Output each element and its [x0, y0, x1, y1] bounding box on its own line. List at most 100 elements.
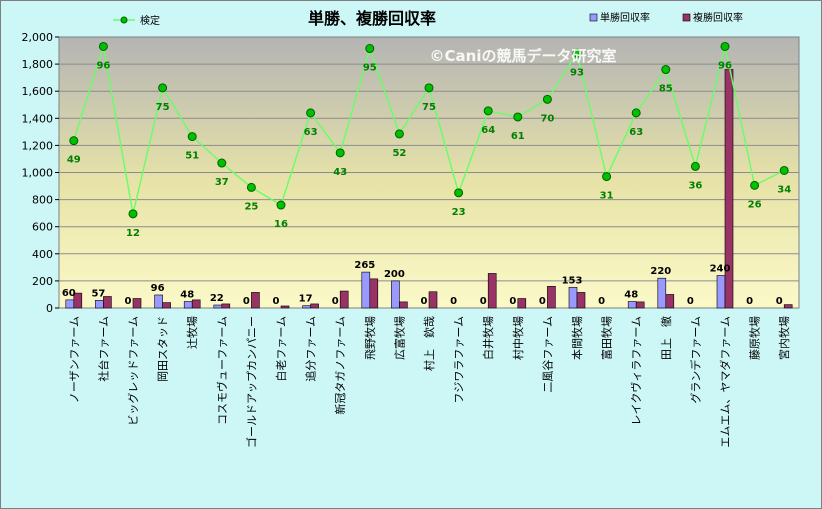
- bar-fukusho: [665, 294, 675, 309]
- bar-tansho: [213, 304, 223, 309]
- bar-fukusho: [517, 298, 527, 309]
- line-data-label: 70: [540, 113, 554, 124]
- line-data-label: 36: [688, 180, 702, 191]
- line-point: [306, 108, 316, 118]
- bar-fukusho: [280, 305, 290, 309]
- line-point: [513, 112, 523, 122]
- x-category-label: エムエム、ヤマダファーム: [718, 316, 732, 448]
- line-data-label: 37: [215, 177, 229, 188]
- line-data-label: 75: [156, 102, 170, 113]
- x-category-label: 田上 徹: [659, 316, 673, 360]
- y-tick-label: 1,200: [22, 139, 54, 152]
- x-category-label: 社台ファーム: [96, 316, 110, 382]
- bar-tansho: [568, 286, 578, 309]
- x-category-label: 村中牧場: [511, 316, 525, 360]
- bar-fukusho: [339, 290, 349, 309]
- line-point: [246, 182, 256, 192]
- x-category-label: 二風谷ファーム: [541, 316, 554, 393]
- x-category-label: 藤原牧場: [748, 316, 762, 360]
- x-category-label: 富田牧場: [600, 316, 614, 360]
- line-data-label: 49: [67, 155, 81, 166]
- line-point: [631, 108, 641, 118]
- bar-data-label: 0: [273, 296, 280, 307]
- bar-tansho: [154, 294, 163, 309]
- line-point: [365, 44, 375, 54]
- line-data-label: 51: [185, 151, 199, 162]
- bar-data-label: 0: [687, 296, 694, 307]
- legend-label-fukusho: 複勝回収率: [693, 11, 743, 24]
- bar-tansho: [361, 271, 371, 309]
- bar-data-label: 57: [91, 288, 105, 299]
- bar-data-label: 0: [480, 296, 487, 307]
- bar-fukusho: [191, 299, 201, 309]
- bar-data-label: 220: [650, 266, 671, 277]
- bar-fukusho: [399, 301, 408, 309]
- line-point: [98, 41, 108, 51]
- bar-data-label: 0: [598, 296, 605, 307]
- bar-tansho: [302, 305, 311, 309]
- x-category-label: 岡田スタッド: [157, 316, 170, 382]
- y-tick-label: 800: [32, 194, 53, 207]
- bar-data-label: 200: [384, 269, 405, 280]
- line-data-label: 23: [452, 207, 466, 218]
- bar-data-label: 0: [776, 296, 783, 307]
- line-point: [335, 148, 345, 158]
- legend-label-tansho: 単勝回収率: [600, 11, 650, 24]
- bar-fukusho: [724, 69, 734, 309]
- x-category-label: 新冠タガノファーム: [333, 316, 347, 415]
- y-tick-label: 1,400: [22, 112, 54, 125]
- y-tick-label: 1,600: [22, 85, 54, 98]
- x-category-label: ゴールドアップカンパニー: [244, 316, 258, 448]
- x-category-label: 広富牧場: [392, 316, 406, 360]
- line-point: [158, 83, 168, 93]
- bar-data-label: 96: [151, 283, 165, 294]
- x-category-label: 辻牧場: [185, 316, 199, 349]
- bar-fukusho: [783, 304, 793, 309]
- y-tick-label: 200: [32, 275, 53, 288]
- x-category-label: ビッグレッドファーム: [126, 316, 140, 426]
- bar-fukusho: [428, 291, 438, 309]
- bar-data-label: 48: [624, 289, 638, 300]
- y-tick-label: 600: [32, 221, 53, 234]
- bar-tansho: [95, 299, 104, 309]
- bar-data-label: 265: [354, 260, 375, 271]
- bar-data-label: 0: [421, 296, 428, 307]
- line-data-label: 96: [96, 60, 110, 71]
- line-point: [661, 65, 671, 75]
- gridlines: [59, 63, 799, 282]
- legend-line-marker: [120, 16, 128, 24]
- bar-fukusho: [103, 296, 112, 309]
- chart-title: 単勝、複勝回収率: [308, 9, 436, 28]
- x-category-label: 宮内牧場: [777, 316, 791, 360]
- watermark: ©Caniの競馬データ研究室: [430, 47, 617, 65]
- bar-data-label: 60: [62, 288, 76, 299]
- bar-fukusho: [162, 302, 171, 309]
- bar-fukusho: [310, 303, 319, 309]
- y-tick-label: 2,000: [22, 31, 54, 44]
- line-data-label: 75: [422, 102, 436, 113]
- line-data-label: 96: [718, 60, 732, 71]
- bar-data-label: 17: [299, 294, 313, 305]
- line-point: [690, 161, 700, 171]
- line-data-label: 95: [363, 63, 377, 74]
- x-category-label: 追分ファーム: [304, 316, 318, 382]
- legend-swatch-tansho: [589, 13, 598, 22]
- line-point: [779, 165, 789, 175]
- x-category-label: フジワラファーム: [453, 316, 466, 404]
- bar-fukusho: [251, 292, 260, 309]
- x-category-label: 白老ファーム: [274, 316, 288, 382]
- bar-fukusho: [576, 292, 586, 309]
- line-data-label: 31: [600, 191, 614, 202]
- line-point: [750, 180, 760, 190]
- x-category-label: 白井牧場: [481, 316, 495, 360]
- legend-swatch-fukusho: [682, 13, 691, 22]
- bar-data-label: 0: [450, 296, 457, 307]
- bar-tansho: [627, 301, 637, 309]
- y-tick-label: 400: [32, 248, 53, 261]
- line-data-label: 43: [333, 167, 347, 178]
- legend-label-test: 検定: [140, 14, 160, 27]
- x-category-label: 飛野牧場: [363, 316, 377, 360]
- line-data-label: 25: [244, 201, 258, 212]
